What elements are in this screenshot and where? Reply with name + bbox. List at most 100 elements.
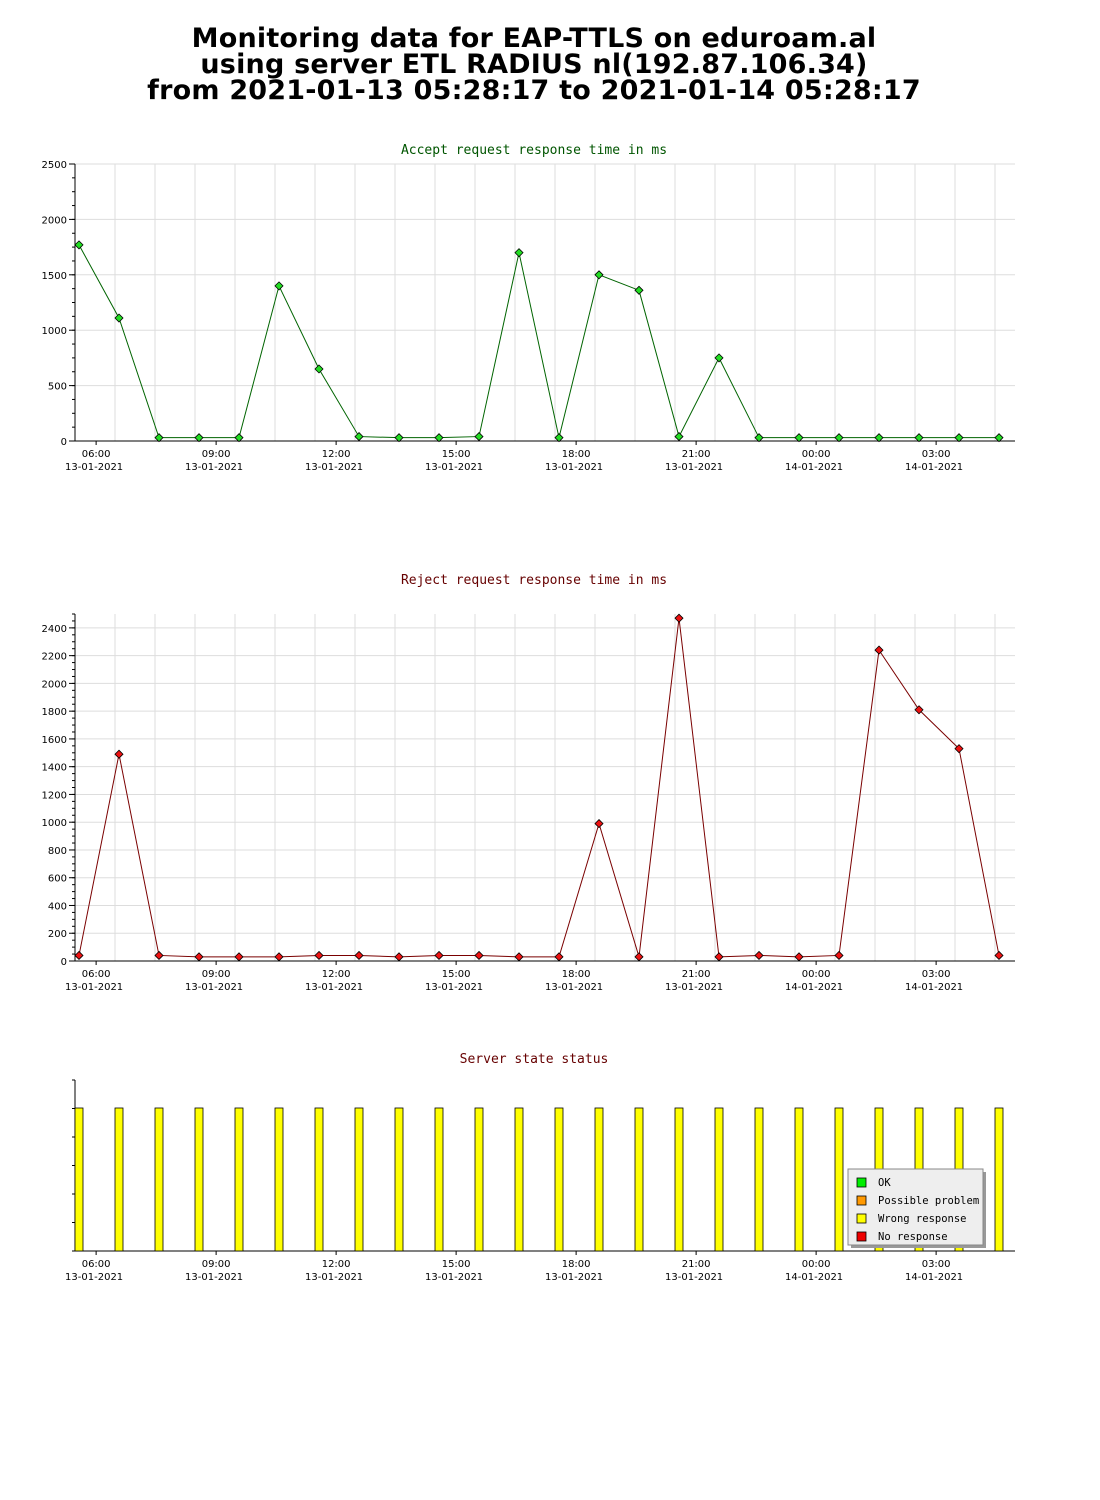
data-point: [874, 645, 884, 655]
data-point: [234, 952, 244, 962]
x-tick-label-date: 13-01-2021: [185, 1272, 243, 1283]
y-tick-label: 1800: [42, 707, 67, 718]
status-bar: [114, 1107, 124, 1252]
data-point: [114, 749, 124, 759]
data-point: [834, 433, 844, 443]
x-tick-label-time: 06:00: [82, 969, 111, 980]
status-bar: [394, 1107, 404, 1252]
data-point: [914, 705, 924, 715]
data-point: [554, 952, 564, 962]
x-tick-label-time: 00:00: [802, 969, 831, 980]
y-tick-label: 2000: [42, 679, 67, 690]
data-point: [194, 433, 204, 443]
x-tick-label-date: 13-01-2021: [545, 462, 603, 473]
legend-swatch: [856, 1213, 867, 1224]
status-bar: [314, 1107, 324, 1252]
data-point: [394, 952, 404, 962]
data-point: [554, 433, 564, 443]
data-point: [754, 433, 764, 443]
data-point: [154, 433, 164, 443]
y-tick-label: 0: [61, 957, 67, 968]
y-tick-label: 600: [48, 874, 67, 885]
legend-label: No response: [878, 1231, 948, 1243]
y-tick-label: 1600: [42, 735, 67, 746]
x-tick-label-time: 03:00: [922, 969, 951, 980]
status-bar: [994, 1107, 1004, 1252]
series-line: [78, 618, 1000, 958]
x-tick-label-time: 06:00: [82, 1259, 111, 1270]
status-bar: [754, 1107, 764, 1252]
accept-response-chart: Accept request response time in ms 0 500 10…: [42, 143, 1015, 473]
data-point: [874, 433, 884, 443]
chart-title: Accept request response time in ms: [401, 143, 667, 158]
data-point: [154, 950, 164, 961]
y-tick-label: 2400: [42, 624, 67, 635]
x-tick-label-time: 12:00: [322, 969, 351, 980]
x-tick-label-time: 09:00: [202, 1259, 231, 1270]
y-tick-label: 1000: [42, 326, 67, 337]
data-point: [274, 281, 284, 291]
status-bar: [674, 1107, 684, 1252]
chart-title: Server state status: [460, 1052, 609, 1067]
x-tick-label-date: 13-01-2021: [305, 982, 363, 993]
x-tick-label-date: 13-01-2021: [425, 1272, 483, 1283]
data-point: [74, 240, 84, 250]
data-point: [994, 950, 1004, 961]
x-tick-label-time: 09:00: [202, 969, 231, 980]
status-bar: [74, 1107, 84, 1252]
legend-label: OK: [878, 1177, 891, 1189]
y-tick-label: 200: [48, 929, 67, 940]
y-tick-label: 800: [48, 846, 67, 857]
page-title: Monitoring data for EAP-TTLS on eduroam.…: [0, 23, 1068, 106]
data-point: [514, 952, 524, 962]
x-tick-label-time: 18:00: [562, 1259, 591, 1270]
title-line-1: Monitoring data for EAP-TTLS on eduroam.…: [191, 23, 877, 54]
status-bar: [354, 1107, 364, 1252]
x-tick-label-time: 18:00: [562, 969, 591, 980]
x-tick-label-date: 14-01-2021: [905, 462, 963, 473]
data-point: [914, 433, 924, 443]
server-status-chart: Server state status 06:00 13-01-2021 09:00 1…: [65, 1052, 1015, 1283]
series-line: [78, 244, 999, 439]
legend-swatch: [856, 1195, 867, 1206]
status-bar: [594, 1107, 604, 1252]
x-tick-label-time: 09:00: [202, 449, 231, 460]
data-point: [714, 952, 724, 962]
y-tick-label: 2000: [42, 215, 67, 226]
reject-response-chart: Reject request response time in ms 0 200 40…: [42, 573, 1015, 993]
status-bar: [474, 1107, 484, 1252]
legend-label: Possible problem: [878, 1195, 979, 1207]
y-tick-label: 1000: [42, 818, 67, 829]
y-tick-label: 2500: [42, 160, 67, 171]
data-point: [274, 952, 284, 962]
x-tick-label-time: 00:00: [802, 1259, 831, 1270]
status-bar: [554, 1107, 564, 1252]
x-tick-label-date: 14-01-2021: [785, 1272, 843, 1283]
x-tick-label-date: 13-01-2021: [185, 462, 243, 473]
legend-box: [847, 1168, 984, 1246]
x-tick-label-time: 12:00: [322, 449, 351, 460]
data-point: [474, 432, 484, 442]
x-tick-label-date: 13-01-2021: [65, 982, 123, 993]
status-bar: [274, 1107, 284, 1252]
title-line-3: from 2021-01-13 05:28:17 to 2021-01-14 0…: [147, 75, 921, 106]
legend-swatch: [856, 1177, 867, 1188]
x-tick-label-time: 21:00: [682, 449, 711, 460]
data-point: [794, 952, 804, 962]
data-point: [954, 433, 964, 443]
data-point: [834, 950, 844, 961]
x-tick-label-time: 03:00: [922, 1259, 951, 1270]
data-point: [114, 313, 124, 323]
status-bar: [794, 1107, 804, 1252]
x-tick-label-date: 13-01-2021: [545, 1272, 603, 1283]
data-point: [714, 353, 724, 363]
y-tick-label: 400: [48, 901, 67, 912]
x-tick-label-time: 15:00: [442, 1259, 471, 1270]
data-point: [594, 270, 604, 280]
data-point: [634, 952, 644, 962]
x-tick-label-date: 14-01-2021: [905, 982, 963, 993]
data-point: [754, 950, 764, 961]
data-point: [314, 950, 324, 961]
status-bar: [514, 1107, 524, 1252]
data-point: [354, 950, 364, 961]
